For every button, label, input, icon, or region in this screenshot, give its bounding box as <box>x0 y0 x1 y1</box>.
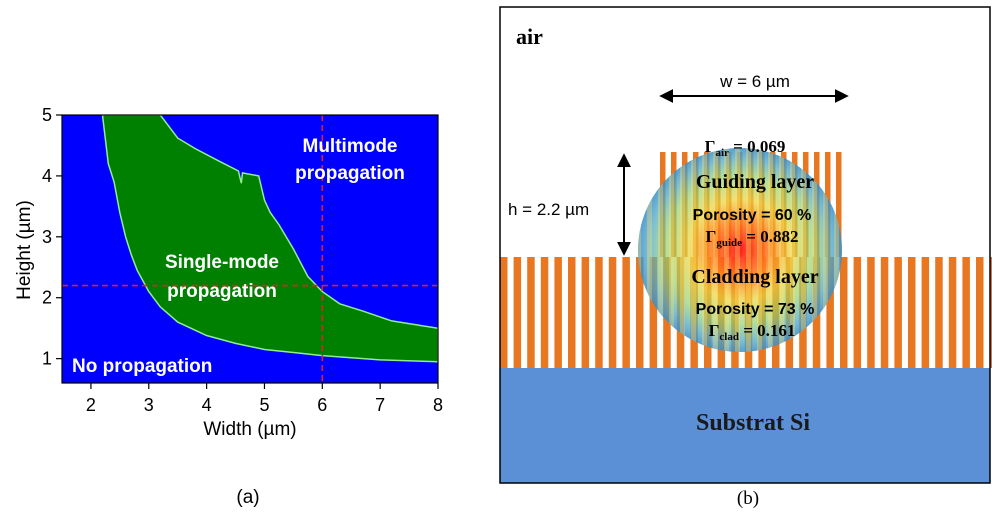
width-label: w = 6 µm <box>719 72 790 91</box>
mode-overlay-stripe <box>790 148 795 352</box>
cladding-pore <box>989 257 992 368</box>
mode-overlay-stripe <box>647 148 652 352</box>
cladding-pore <box>608 257 617 368</box>
mode-overlay-stripe <box>713 148 718 352</box>
gamma-guide: Γguide = 0.882 <box>706 227 799 249</box>
mode-overlay-stripe <box>746 148 751 352</box>
mode-overlay-stripe <box>757 148 762 352</box>
y-tick-label: 4 <box>42 166 52 186</box>
mode-overlay-stripe <box>823 148 828 352</box>
mode-overlay-stripe <box>669 148 674 352</box>
region-label-single-mode-line-1: Single-mode <box>165 252 279 273</box>
cladding-pore <box>908 257 916 368</box>
cladding-pore <box>840 257 848 368</box>
gamma-clad: Γclad = 0.161 <box>709 321 796 343</box>
x-tick-label: 5 <box>259 395 269 415</box>
y-tick-label: 2 <box>42 288 52 308</box>
cladding-pore <box>649 257 658 368</box>
optical-mode-profile <box>638 148 842 352</box>
gamma-air: Γair = 0.069 <box>705 137 786 159</box>
cladding-pore <box>935 257 943 368</box>
x-tick-label: 2 <box>86 395 96 415</box>
mode-overlay-stripe <box>691 148 696 352</box>
cladding-pore <box>962 257 970 368</box>
mode-overlay-stripe <box>801 148 806 352</box>
panel-b-caption: (b) <box>737 488 759 509</box>
cladding-pore <box>921 257 930 368</box>
plot-frame <box>61 114 439 384</box>
cladding-pore <box>894 257 902 368</box>
cladding-pore <box>853 257 862 368</box>
guiding-layer-label: Guiding layer <box>696 171 814 193</box>
height-label: h = 2.2 µm <box>508 200 589 219</box>
substrate-layer <box>500 368 990 483</box>
cladding-pore <box>948 257 957 368</box>
cladding-pore <box>540 257 549 368</box>
cladding-pore <box>826 257 834 368</box>
single-mode-region <box>101 115 438 363</box>
x-axis-ticks: 2 3 4 5 6 7 8 <box>86 383 443 415</box>
y-tick-label: 3 <box>42 227 52 247</box>
mode-overlay-stripe <box>680 148 685 352</box>
cladding-pore <box>554 257 562 368</box>
mode-overlay-stripes <box>638 148 839 352</box>
air-label: air <box>516 24 543 49</box>
x-tick-label: 8 <box>433 395 443 415</box>
cladding-pore <box>500 257 508 368</box>
x-tick-label: 6 <box>317 395 327 415</box>
waveguide-cross-section: air w = 6 µm h = 2.2 µm Γair = 0.069 Gui… <box>499 6 992 509</box>
cladding-pore <box>622 257 630 368</box>
cladding-pore <box>880 257 889 368</box>
cladding-pore <box>527 257 535 368</box>
substrate-label: Substrat Si <box>696 410 810 436</box>
mode-overlay-stripe <box>812 148 817 352</box>
figure-frame <box>499 6 991 484</box>
mode-overlay-stripe <box>735 148 740 352</box>
x-tick-label: 4 <box>202 395 212 415</box>
cladding-pore <box>581 257 590 368</box>
mode-overlay-stripe <box>724 148 729 352</box>
cladding-pore <box>513 257 522 368</box>
guiding-porosity-label: Porosity = 60 % <box>693 207 812 224</box>
guiding-pore <box>836 152 842 257</box>
cladding-pore <box>636 257 644 368</box>
y-axis-label: Height (µm) <box>14 200 35 300</box>
cladding-porosity-label: Porosity = 73 % <box>696 301 815 318</box>
y-tick-label: 1 <box>42 349 52 369</box>
x-tick-label: 3 <box>144 395 154 415</box>
y-axis-ticks: 1 2 3 4 5 <box>42 105 62 369</box>
mode-overlay-stripe <box>702 148 707 352</box>
region-label-no-propagation: No propagation <box>72 356 212 377</box>
cladding-pore <box>568 257 576 368</box>
cladding-pore <box>867 257 875 368</box>
region-label-single-mode-line-2: propagation <box>167 281 277 302</box>
mode-overlay-stripe <box>658 148 663 352</box>
mode-overlay-stripe <box>834 148 839 352</box>
y-tick-label: 5 <box>42 105 52 125</box>
panel-a-caption: (a) <box>236 487 259 508</box>
mode-overlay-stripe <box>779 148 784 352</box>
mode-map-chart: 2 3 4 5 6 7 8 1 2 3 4 5 Width (µm) Height (µm) Mul… <box>14 105 443 508</box>
cladding-layer-label: Cladding layer <box>691 266 818 288</box>
mode-overlay-stripe <box>638 148 641 352</box>
cladding-pore <box>976 257 984 368</box>
region-label-multimode-line-2: propagation <box>295 163 405 184</box>
region-label-multimode-line-1: Multimode <box>303 136 398 157</box>
mode-overlay-stripe <box>768 148 773 352</box>
x-axis-label: Width (µm) <box>203 419 296 440</box>
cladding-pore <box>595 257 603 368</box>
x-tick-label: 7 <box>375 395 385 415</box>
